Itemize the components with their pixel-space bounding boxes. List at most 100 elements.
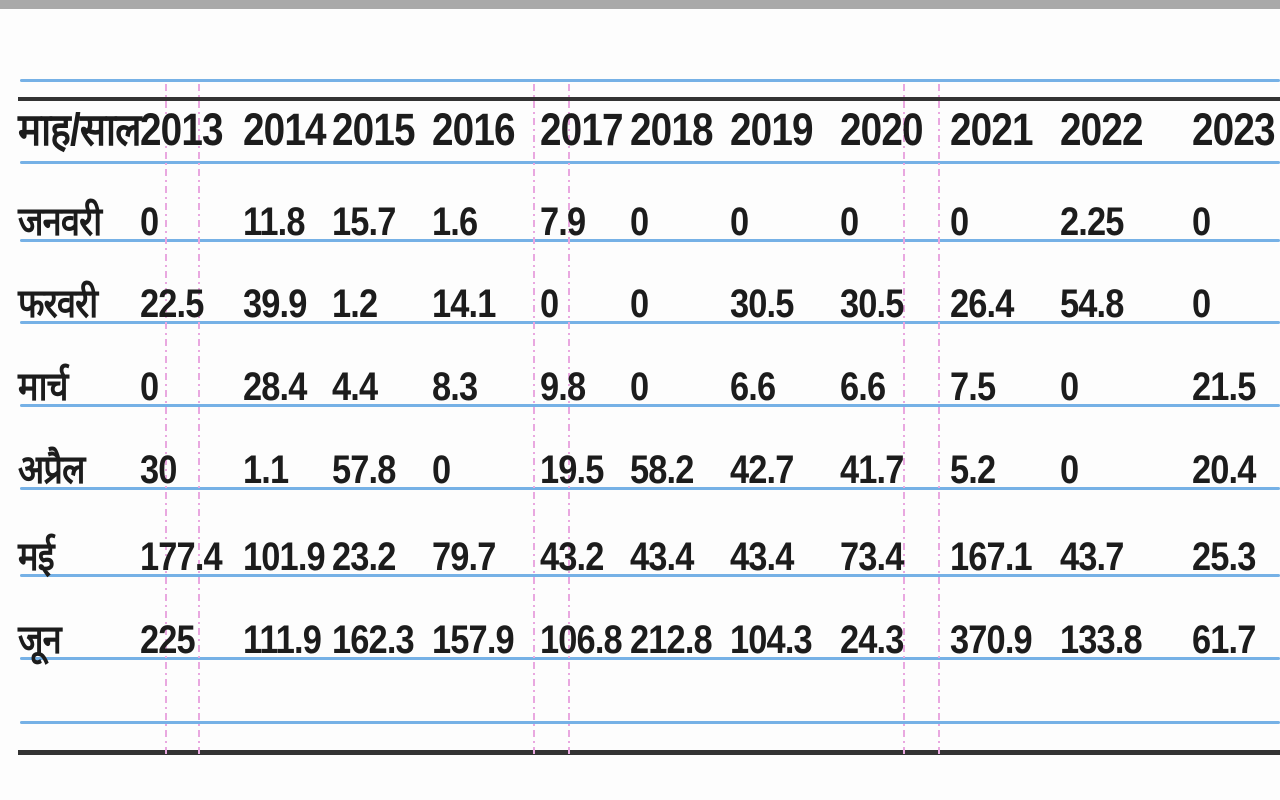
cell: 0	[630, 282, 649, 326]
month-label: मई	[18, 535, 55, 579]
year-header: 2015	[332, 104, 416, 155]
month-label: मार्च	[18, 365, 68, 409]
rule-line	[20, 404, 1280, 407]
cell: 42.7	[730, 448, 794, 492]
year-header: 2016	[432, 104, 516, 155]
cell: 21.5	[1192, 365, 1256, 409]
cell: 24.3	[840, 618, 904, 662]
cell: 26.4	[950, 282, 1014, 326]
cell: 0	[630, 365, 649, 409]
cell: 0	[140, 365, 159, 409]
cell: 30	[140, 448, 177, 492]
rule-line	[20, 79, 1280, 82]
cell: 43.4	[630, 535, 694, 579]
cell: 20.4	[1192, 448, 1256, 492]
fold-line	[938, 84, 940, 758]
rule-line	[20, 574, 1280, 577]
cell: 167.1	[950, 535, 1033, 579]
table-header-row: माह/साल 2013 2014 2015 2016 2017 2018 20…	[0, 102, 1280, 158]
cell: 157.9	[432, 618, 515, 662]
table-row: अप्रैल 30 1.1 57.8 0 19.5 58.2 42.7 41.7…	[0, 441, 1280, 499]
cell: 14.1	[432, 282, 496, 326]
cell: 6.6	[730, 365, 776, 409]
cell: 162.3	[332, 618, 415, 662]
cell: 28.4	[243, 365, 307, 409]
cell: 225	[140, 618, 196, 662]
cell: 7.9	[540, 200, 586, 244]
cell: 1.1	[243, 448, 289, 492]
cell: 0	[140, 200, 159, 244]
cell: 101.9	[243, 535, 326, 579]
cell: 133.8	[1060, 618, 1143, 662]
year-header: 2017	[540, 104, 624, 155]
cell: 6.6	[840, 365, 886, 409]
rule-line	[20, 161, 1280, 164]
fold-line	[165, 84, 167, 758]
table-row: जनवरी 0 11.8 15.7 1.6 7.9 0 0 0 0 2.25 0	[0, 193, 1280, 251]
cell: 39.9	[243, 282, 307, 326]
cell: 30.5	[840, 282, 904, 326]
cell: 57.8	[332, 448, 396, 492]
month-label: जनवरी	[18, 200, 102, 244]
cell: 4.4	[332, 365, 378, 409]
month-label: अप्रैल	[18, 448, 85, 492]
fold-line	[533, 84, 535, 758]
cell: 7.5	[950, 365, 996, 409]
cell: 0	[432, 448, 451, 492]
cell: 5.2	[950, 448, 996, 492]
cell: 0	[730, 200, 749, 244]
year-header: 2020	[840, 104, 924, 155]
cell: 23.2	[332, 535, 396, 579]
heavy-rule-bottom	[18, 750, 1280, 755]
cell: 106.8	[540, 618, 623, 662]
month-label: फरवरी	[18, 282, 98, 326]
cell: 111.9	[243, 618, 322, 662]
year-header: 2019	[730, 104, 814, 155]
cell: 79.7	[432, 535, 496, 579]
year-header: 2021	[950, 104, 1034, 155]
fold-line	[568, 84, 570, 758]
table-row: जून 225 111.9 162.3 157.9 106.8 212.8 10…	[0, 611, 1280, 669]
rule-line	[20, 487, 1280, 490]
year-header: 2013	[140, 104, 224, 155]
year-header: 2023	[1192, 104, 1276, 155]
cell: 0	[1060, 365, 1079, 409]
cell: 25.3	[1192, 535, 1256, 579]
cell: 41.7	[840, 448, 904, 492]
cell: 0	[630, 200, 649, 244]
heavy-rule-top	[18, 97, 1280, 101]
cell: 15.7	[332, 200, 396, 244]
corner-label: माह/साल	[18, 104, 141, 155]
rule-line	[20, 321, 1280, 324]
year-header: 2018	[630, 104, 714, 155]
cell: 54.8	[1060, 282, 1124, 326]
cell: 43.2	[540, 535, 604, 579]
cell: 58.2	[630, 448, 694, 492]
cell: 212.8	[630, 618, 713, 662]
fold-line	[198, 84, 200, 758]
year-header: 2022	[1060, 104, 1144, 155]
cell: 0	[1192, 282, 1211, 326]
rule-line	[20, 657, 1280, 660]
year-header: 2014	[243, 104, 327, 155]
cell: 0	[1060, 448, 1079, 492]
cell: 2.25	[1060, 200, 1124, 244]
rule-line	[20, 239, 1280, 242]
cell: 0	[1192, 200, 1211, 244]
cell: 177.4	[140, 535, 223, 579]
cell: 8.3	[432, 365, 478, 409]
fold-line	[903, 84, 905, 758]
cell: 0	[950, 200, 969, 244]
cell: 19.5	[540, 448, 604, 492]
cell: 0	[540, 282, 559, 326]
cell: 370.9	[950, 618, 1033, 662]
cell: 73.4	[840, 535, 904, 579]
cell: 11.8	[243, 200, 305, 244]
table-row: मई 177.4 101.9 23.2 79.7 43.2 43.4 43.4 …	[0, 528, 1280, 586]
cell: 61.7	[1192, 618, 1256, 662]
cell: 43.4	[730, 535, 794, 579]
cell: 22.5	[140, 282, 204, 326]
cell: 43.7	[1060, 535, 1124, 579]
cell: 9.8	[540, 365, 586, 409]
